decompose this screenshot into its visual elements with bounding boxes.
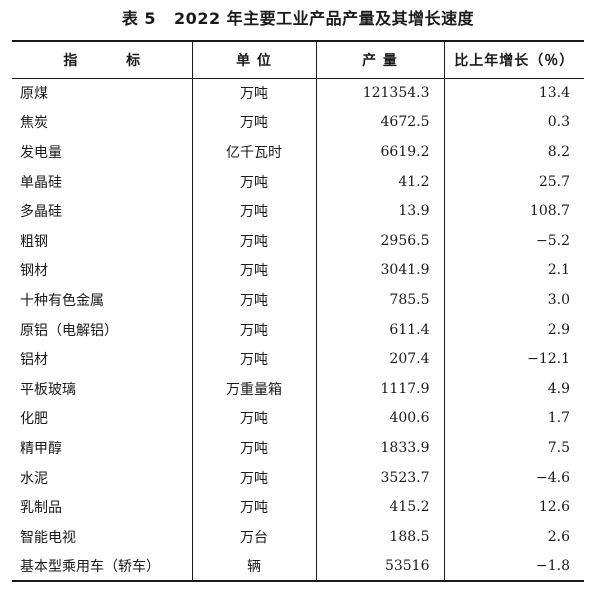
growth-cell: −4.6 bbox=[443, 462, 584, 493]
table-row: 焦炭 万吨 4672.5 0.3 bbox=[12, 107, 584, 138]
unit-cell: 万吨 bbox=[191, 344, 316, 374]
table-row: 乳制品 万吨 415.2 12.6 bbox=[12, 492, 584, 522]
indicator-cell: 智能电视 bbox=[20, 529, 76, 546]
growth-cell: 13.4 bbox=[443, 78, 584, 108]
indicator-cell: 原煤 bbox=[20, 86, 48, 103]
table-row: 十种有色金属 万吨 785.5 3.0 bbox=[12, 285, 584, 315]
indicator-cell: 水泥 bbox=[20, 470, 48, 487]
output-cell: 188.5 bbox=[315, 521, 444, 552]
indicator-cell: 发电量 bbox=[20, 144, 62, 161]
indicator-cell: 十种有色金属 bbox=[20, 292, 104, 309]
growth-cell: 12.6 bbox=[443, 492, 584, 522]
table-title: 表 5 2022 年主要工业产品产量及其增长速度 bbox=[0, 8, 596, 30]
table-row: 基本型乘用车（轿车）辆 53516 −1.8 bbox=[12, 551, 584, 583]
indicator-cell: 多晶硅 bbox=[20, 204, 62, 221]
table-row: 原煤 万吨 121354.3 13.4 bbox=[12, 78, 584, 108]
growth-cell: 2.9 bbox=[443, 314, 584, 345]
table-row: 铝材 万吨 207.4 −12.1 bbox=[12, 344, 584, 374]
header-unit: 单 位 bbox=[191, 40, 316, 79]
unit-cell: 万吨 bbox=[191, 433, 316, 463]
table-row: 钢材 万吨 3041.9 2.1 bbox=[12, 255, 584, 286]
unit-cell: 万台 bbox=[191, 521, 316, 552]
output-cell: 207.4 bbox=[315, 344, 444, 374]
indicator-cell: 原铝（电解铝） bbox=[20, 322, 118, 339]
unit-cell: 万吨 bbox=[191, 255, 316, 286]
table-number: 表 5 bbox=[121, 9, 157, 28]
unit-cell: 万吨 bbox=[191, 78, 316, 108]
table-body: 原煤 万吨 121354.3 13.4 焦炭 万吨 4672.5 0.3 发电量 亿千瓦时 6619… bbox=[12, 78, 584, 583]
indicator-cell: 单晶硅 bbox=[20, 174, 62, 191]
table-row: 平板玻璃 万重量箱 1117.9 4.9 bbox=[12, 373, 584, 404]
unit-cell: 万吨 bbox=[191, 285, 316, 315]
header-row: 指 标 单 位 产 量 比上年增长（％） bbox=[12, 40, 584, 79]
table-row: 智能电视 万台 188.5 2.6 bbox=[12, 521, 584, 552]
table-row: 化肥 万吨 400.6 1.7 bbox=[12, 403, 584, 434]
unit-cell: 万吨 bbox=[191, 107, 316, 138]
indicator-cell: 平板玻璃 bbox=[20, 381, 76, 398]
unit-cell: 亿千瓦时 bbox=[191, 137, 316, 167]
output-cell: 785.5 bbox=[315, 285, 444, 315]
table-row: 单晶硅 万吨 41.2 25.7 bbox=[12, 166, 584, 197]
unit-cell: 万吨 bbox=[191, 492, 316, 522]
output-cell: 13.9 bbox=[315, 196, 444, 226]
unit-cell: 万吨 bbox=[191, 314, 316, 345]
output-cell: 121354.3 bbox=[315, 78, 444, 108]
output-cell: 2956.5 bbox=[315, 225, 444, 256]
growth-cell: −1.8 bbox=[443, 551, 584, 583]
indicator-cell: 焦炭 bbox=[20, 115, 48, 132]
output-cell: 3523.7 bbox=[315, 462, 444, 493]
header-indicator: 指 标 bbox=[12, 40, 192, 79]
unit-cell: 万重量箱 bbox=[191, 373, 316, 404]
table-caption: 2022 年主要工业产品产量及其增长速度 bbox=[174, 9, 475, 28]
indicator-cell: 乳制品 bbox=[20, 500, 62, 517]
unit-cell: 万吨 bbox=[191, 403, 316, 434]
growth-cell: −5.2 bbox=[443, 225, 584, 256]
output-cell: 53516 bbox=[315, 551, 444, 583]
table-row: 发电量 亿千瓦时 6619.2 8.2 bbox=[12, 137, 584, 167]
table-row: 精甲醇 万吨 1833.9 7.5 bbox=[12, 433, 584, 463]
growth-cell: 1.7 bbox=[443, 403, 584, 434]
output-cell: 400.6 bbox=[315, 403, 444, 434]
table-row: 水泥 万吨 3523.7 −4.6 bbox=[12, 462, 584, 493]
unit-cell: 万吨 bbox=[191, 462, 316, 493]
growth-cell: 3.0 bbox=[443, 285, 584, 315]
indicator-cell: 基本型乘用车（轿车） bbox=[12, 551, 192, 583]
unit-cell: 万吨 bbox=[191, 225, 316, 256]
output-cell: 1117.9 bbox=[315, 373, 444, 404]
output-cell: 4672.5 bbox=[315, 107, 444, 138]
output-cell: 1833.9 bbox=[315, 433, 444, 463]
growth-cell: 8.2 bbox=[443, 137, 584, 167]
growth-cell: 0.3 bbox=[443, 107, 584, 138]
output-cell: 41.2 bbox=[315, 166, 444, 197]
table-row: 多晶硅 万吨 13.9 108.7 bbox=[12, 196, 584, 226]
output-cell: 6619.2 bbox=[315, 137, 444, 167]
growth-cell: −12.1 bbox=[443, 344, 584, 374]
indicator-cell: 精甲醇 bbox=[20, 440, 62, 457]
table-row: 原铝（电解铝） 万吨 611.4 2.9 bbox=[12, 314, 584, 345]
unit-cell: 万吨 bbox=[191, 196, 316, 226]
growth-cell: 4.9 bbox=[443, 373, 584, 404]
header-growth: 比上年增长（％） bbox=[443, 40, 584, 79]
unit-cell: 辆 bbox=[191, 551, 316, 583]
output-cell: 3041.9 bbox=[315, 255, 444, 286]
output-cell: 611.4 bbox=[315, 314, 444, 345]
indicator-cell: 铝材 bbox=[20, 352, 48, 369]
growth-cell: 7.5 bbox=[443, 433, 584, 463]
growth-cell: 2.6 bbox=[443, 521, 584, 552]
table-row: 粗钢 万吨 2956.5 −5.2 bbox=[12, 225, 584, 256]
growth-cell: 25.7 bbox=[443, 166, 584, 197]
growth-cell: 108.7 bbox=[443, 196, 584, 226]
industrial-output-table: 指 标 单 位 产 量 比上年增长（％） 原煤 万吨 121354.3 13.4 焦炭万… bbox=[12, 40, 584, 583]
header-output: 产 量 bbox=[315, 40, 444, 79]
indicator-cell: 粗钢 bbox=[20, 233, 48, 250]
indicator-cell: 化肥 bbox=[20, 411, 48, 428]
indicator-cell: 钢材 bbox=[20, 263, 48, 280]
unit-cell: 万吨 bbox=[191, 166, 316, 197]
output-cell: 415.2 bbox=[315, 492, 444, 522]
growth-cell: 2.1 bbox=[443, 255, 584, 286]
